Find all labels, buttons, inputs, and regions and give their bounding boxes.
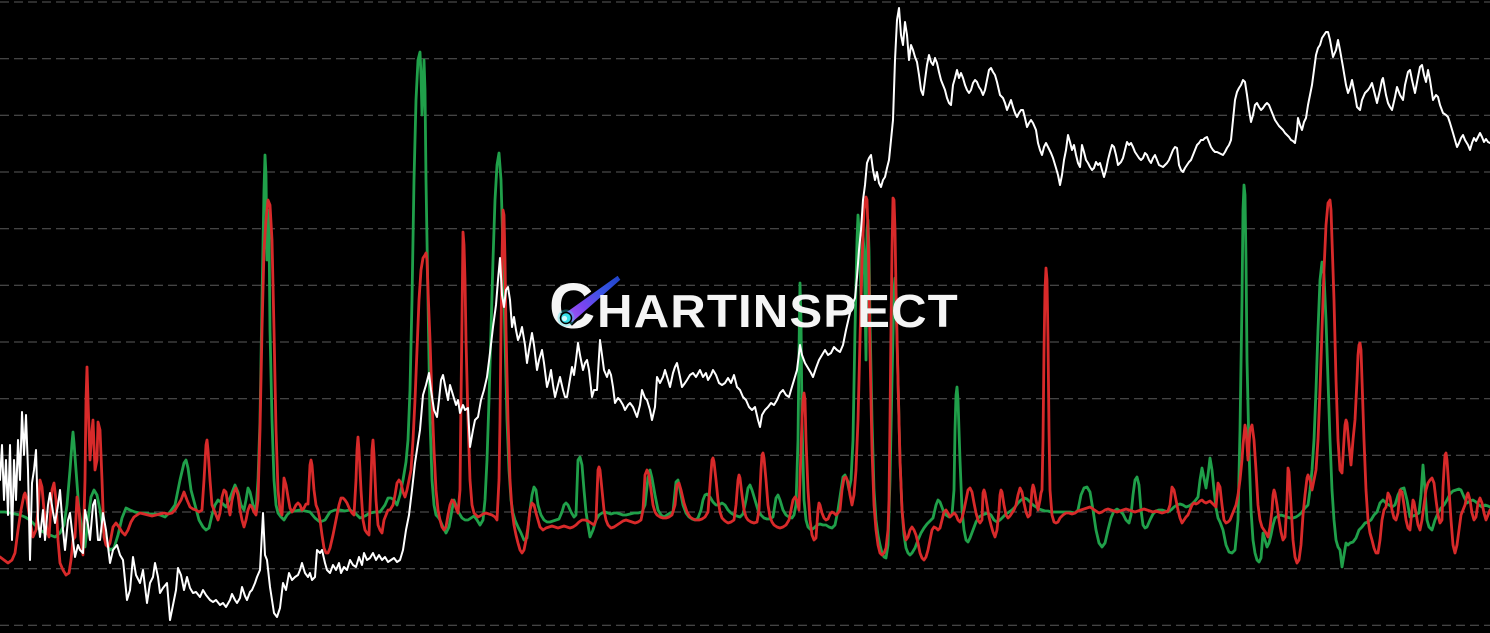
series-white-line	[0, 7, 1490, 621]
series-red-line	[0, 195, 1490, 577]
series-green-line	[0, 50, 1490, 569]
